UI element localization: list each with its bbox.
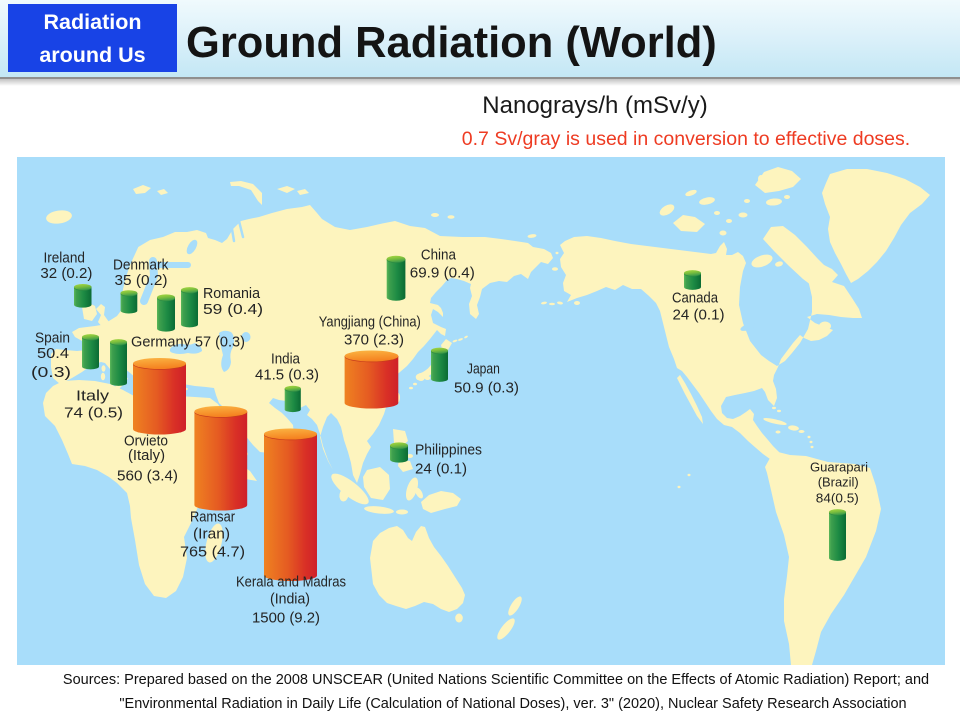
svg-text:(India): (India) [270, 591, 310, 608]
svg-text:74 (0.5): 74 (0.5) [64, 405, 123, 422]
svg-text:84(0.5): 84(0.5) [816, 491, 859, 506]
svg-text:32 (0.2): 32 (0.2) [40, 265, 92, 282]
svg-text:Italy: Italy [76, 388, 109, 405]
svg-text:Denmark: Denmark [113, 257, 169, 274]
svg-text:59 (0.4): 59 (0.4) [203, 301, 263, 318]
svg-text:Canada: Canada [672, 290, 718, 307]
svg-text:(0.3): (0.3) [31, 364, 71, 381]
svg-text:50.9 (0.3): 50.9 (0.3) [454, 380, 519, 397]
svg-text:1500 (9.2): 1500 (9.2) [252, 610, 320, 627]
svg-text:560 (3.4): 560 (3.4) [117, 468, 178, 485]
svg-text:Japan: Japan [467, 361, 500, 378]
svg-text:(Brazil): (Brazil) [818, 475, 859, 490]
svg-text:Germany 57 (0.3): Germany 57 (0.3) [131, 334, 245, 351]
svg-text:Romania: Romania [203, 285, 261, 302]
svg-text:Spain: Spain [35, 330, 70, 347]
svg-text:Guarapari: Guarapari [810, 460, 868, 475]
svg-text:China: China [421, 247, 456, 264]
svg-text:35 (0.2): 35 (0.2) [115, 272, 168, 289]
svg-text:Yangjiang (China): Yangjiang (China) [319, 314, 421, 331]
svg-text:24 (0.1): 24 (0.1) [415, 461, 467, 478]
svg-text:Orvieto: Orvieto [124, 433, 168, 450]
svg-text:(Italy): (Italy) [128, 447, 165, 464]
svg-text:Ramsar: Ramsar [190, 509, 235, 526]
svg-text:69.9 (0.4): 69.9 (0.4) [410, 265, 475, 282]
svg-text:Ireland: Ireland [43, 250, 85, 267]
svg-text:(Iran): (Iran) [193, 526, 230, 543]
svg-text:41.5 (0.3): 41.5 (0.3) [255, 367, 319, 384]
svg-text:370 (2.3): 370 (2.3) [344, 332, 404, 349]
svg-text:Philippines: Philippines [415, 442, 482, 459]
svg-text:50.4: 50.4 [37, 345, 69, 362]
svg-text:Kerala and Madras: Kerala and Madras [236, 574, 346, 591]
svg-text:24 (0.1): 24 (0.1) [673, 307, 725, 324]
svg-text:765 (4.7): 765 (4.7) [180, 544, 245, 561]
svg-text:India: India [271, 351, 300, 368]
